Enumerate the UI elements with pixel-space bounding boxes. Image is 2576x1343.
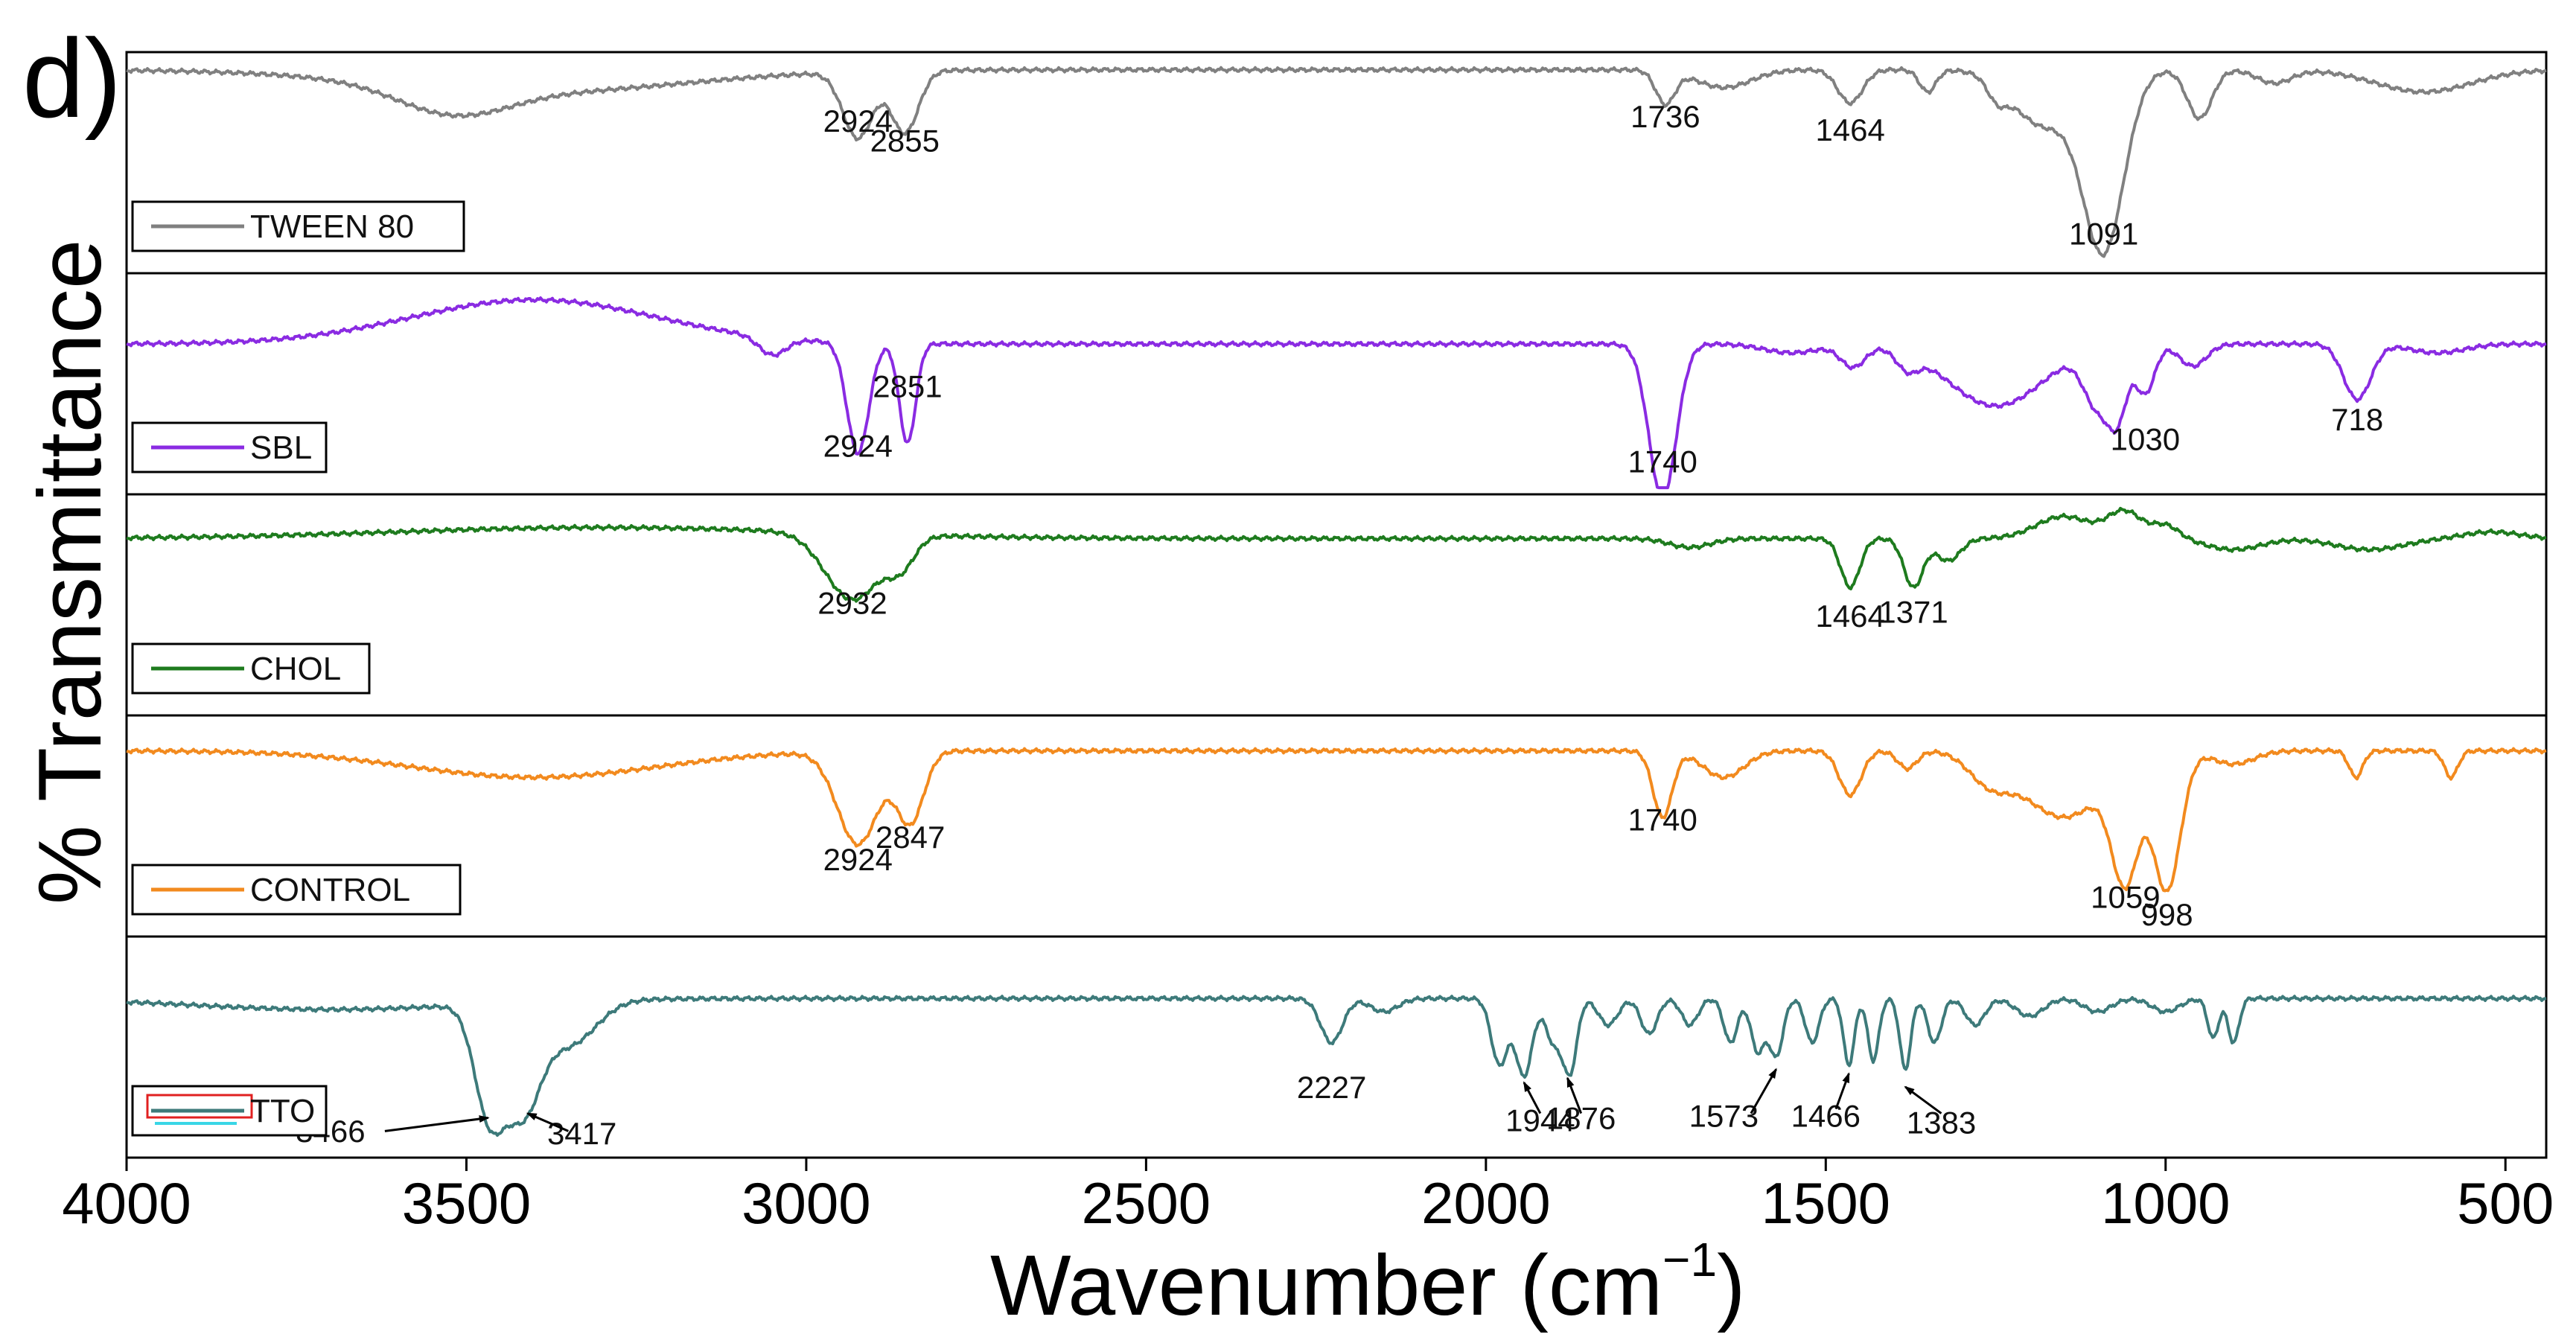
legend-label-tween-80: TWEEN 80 (250, 208, 414, 245)
x-tick-label-1000: 1000 (2101, 1170, 2231, 1236)
peak-label-chol-2932: 2932 (817, 585, 887, 620)
panel-frame-tween-80 (125, 51, 2548, 275)
peak-label-tto-1573: 1573 (1689, 1098, 1759, 1133)
legend-sbl: SBL (131, 421, 328, 473)
peak-arrow-tto-6 (1904, 1085, 1942, 1114)
x-axis: 4000 3500 3000 2500 2000 1500 1000 500 (62, 1158, 2554, 1236)
legend-tween-80: TWEEN 80 (131, 200, 465, 252)
legend-label-sbl: SBL (250, 430, 312, 466)
peak-label-control-998: 998 (2141, 897, 2193, 932)
x-tick-label-1500: 1500 (1762, 1170, 1891, 1236)
legend-swatch-outline-tto (146, 1094, 253, 1119)
x-axis-label-close: ) (1717, 1238, 1746, 1333)
peak-label-sbl-2851: 2851 (873, 369, 942, 403)
x-tick-label-4000: 4000 (62, 1170, 191, 1236)
peak-label-control-2924: 2924 (823, 842, 893, 877)
peak-label-tto-1383: 1383 (1907, 1105, 1976, 1140)
peak-label-sbl-718: 718 (2331, 402, 2383, 437)
spectrum-line-tto (126, 995, 2547, 1137)
x-tick-label-500: 500 (2457, 1170, 2554, 1236)
peak-label-tween-80-1736: 1736 (1630, 99, 1700, 134)
peak-arrow-tto-0 (384, 1115, 490, 1132)
legend-label-control: CONTROL (250, 872, 410, 908)
legend-label-tto: TTO (250, 1093, 315, 1129)
panel-label: d) (22, 16, 122, 141)
x-tick-label-2500: 2500 (1082, 1170, 1211, 1236)
panel-frame-sbl (125, 272, 2548, 496)
spectrum-line-chol (126, 506, 2547, 603)
peak-label-control-2847: 2847 (876, 820, 945, 855)
peak-arrow-tto-5 (1834, 1072, 1850, 1110)
spectrum-line-tween-80 (126, 66, 2547, 258)
peak-arrow-tto-4 (1750, 1068, 1777, 1114)
peak-arrow-tto-1 (526, 1112, 569, 1132)
spectrum-line-sbl (126, 296, 2547, 490)
legend-chol: CHOL (131, 642, 371, 695)
peak-arrow-tto-3 (1566, 1076, 1583, 1114)
peak-label-sbl-2924: 2924 (823, 429, 893, 464)
peak-label-sbl-1740: 1740 (1627, 444, 1697, 479)
peak-label-chol-1371: 1371 (1878, 594, 1948, 629)
peak-label-sbl-1030: 1030 (2111, 422, 2180, 457)
panel-sbl: 2924 2851 1740 1030 718 SBL (125, 272, 2548, 496)
peak-label-control-1740: 1740 (1627, 802, 1697, 837)
peak-label-tto-2227: 2227 (1297, 1070, 1366, 1105)
peak-label-tto-1876: 1876 (1546, 1100, 1616, 1135)
peak-arrow-tto-2 (1523, 1081, 1542, 1114)
peak-label-tween-80-1091: 1091 (2069, 216, 2138, 251)
panel-frame-chol (125, 493, 2548, 717)
peak-label-tween-80-2855: 2855 (870, 124, 940, 159)
x-tick-label-3000: 3000 (742, 1170, 871, 1236)
x-axis-label: Wavenumber (cm−1) (990, 1232, 1745, 1335)
x-tick-label-3500: 3500 (402, 1170, 532, 1236)
peak-label-tto-1466: 1466 (1791, 1098, 1861, 1133)
peak-label-tto-1944: 1944 (1505, 1103, 1575, 1138)
legend-control: CONTROL (131, 864, 462, 916)
x-tick-label-2000: 2000 (1421, 1170, 1551, 1236)
legend-tto: TTO (131, 1085, 328, 1137)
spectrum-line-control (126, 747, 2547, 893)
peak-label-tween-80-2924: 2924 (823, 103, 893, 138)
legend-label-chol: CHOL (250, 651, 341, 687)
x-axis-label-exponent: −1 (1662, 1233, 1718, 1286)
peak-label-tween-80-1464: 1464 (1815, 112, 1884, 147)
panel-frame-tto (125, 935, 2548, 1159)
peak-label-chol-1464: 1464 (1815, 599, 1884, 634)
peak-label-control-1059: 1059 (2091, 879, 2160, 914)
x-axis-label-text: Wavenumber (cm (990, 1238, 1663, 1333)
peak-label-tto-3417: 3417 (547, 1116, 616, 1151)
